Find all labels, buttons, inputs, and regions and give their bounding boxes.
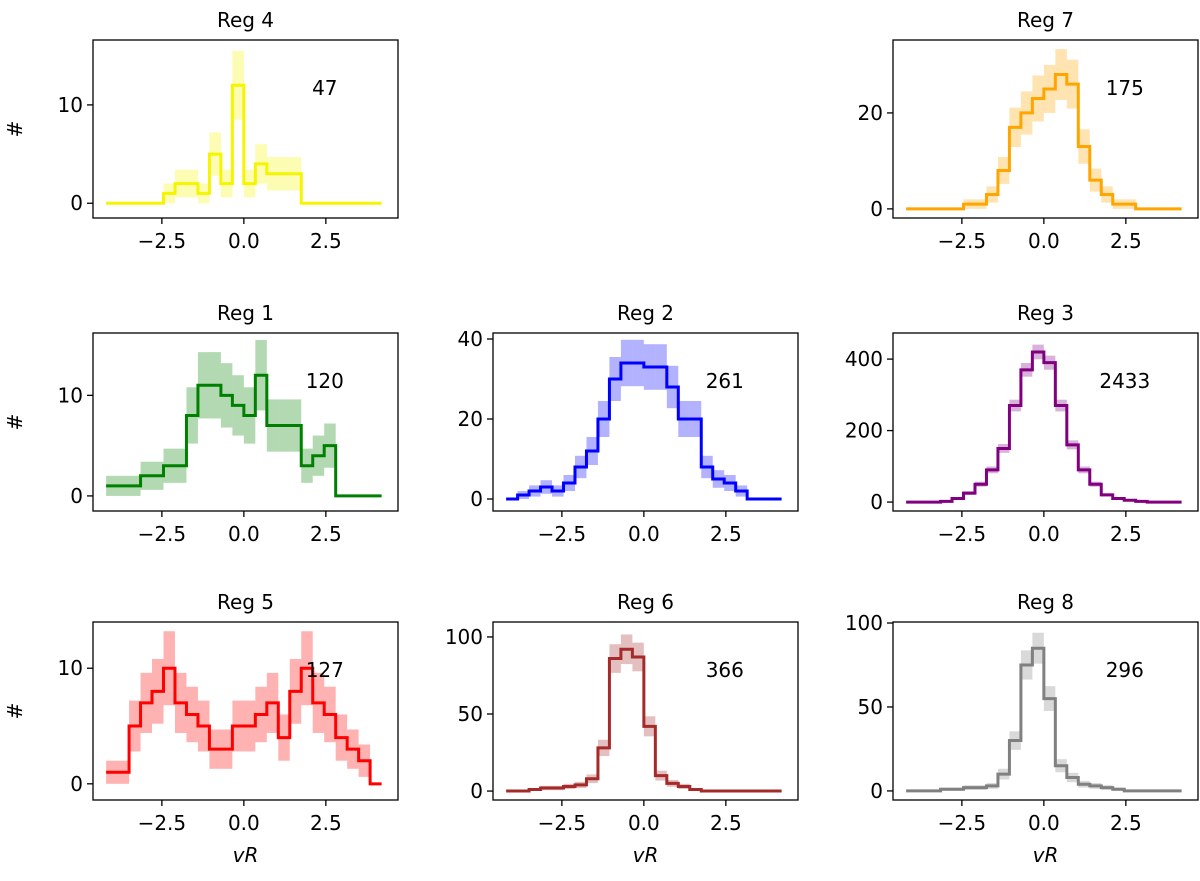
step-line [906,350,1182,504]
y-tick-label: 0 [870,197,883,221]
panel-title: Reg 6 [617,590,674,614]
y-tick-label: 0 [870,490,883,514]
y-axis-label: # [3,703,27,720]
panel-title: Reg 3 [1017,301,1074,325]
panel: −2.5 0.0 2.5 0 10 Reg 4 47 # [3,8,399,253]
axes-frame [892,332,1199,512]
x-tick-label: 0.0 [1028,229,1060,253]
count-annotation: 366 [706,658,744,682]
x-tick-label: 2.5 [1110,522,1142,546]
y-tick-label: 0 [870,779,883,803]
x-tick-label: −2.5 [538,522,587,546]
panel-title: Reg 2 [617,301,674,325]
step-line [106,666,382,786]
x-tick-label: −2.5 [138,229,187,253]
y-tick-label: 10 [58,383,83,407]
axes-frame [92,332,399,512]
y-tick-label: 20 [858,101,883,125]
panel-title: Reg 1 [217,301,274,325]
panel: −2.5 0.0 2.5 0 10 Reg 5 127 # vR [3,590,399,867]
x-tick-label: 2.5 [310,522,342,546]
axes-frame [892,39,1199,219]
step-line [906,73,1182,211]
count-annotation: 127 [306,658,344,682]
x-tick-label: 2.5 [710,811,742,835]
x-tick-label: 0.0 [228,811,260,835]
x-tick-label: 2.5 [1110,229,1142,253]
panel-title: Reg 7 [1017,8,1074,32]
x-tick-label: −2.5 [938,522,987,546]
panel: −2.5 0.0 2.5 0 20 40 Reg 2 261 [458,301,799,546]
panel: −2.5 0.0 2.5 0 50 100 Reg 6 366 vR [445,590,799,867]
count-annotation: 120 [306,369,344,393]
y-tick-label: 0 [470,779,483,803]
x-tick-label: 0.0 [228,522,260,546]
count-annotation: 261 [706,369,744,393]
x-tick-label: −2.5 [138,811,187,835]
y-axis-label: # [3,414,27,431]
y-tick-label: 100 [845,611,883,635]
y-tick-label: 0 [70,484,83,508]
y-tick-label: 50 [458,702,483,726]
x-tick-label: 2.5 [710,522,742,546]
y-tick-label: 50 [858,695,883,719]
y-tick-label: 0 [470,487,483,511]
y-tick-label: 20 [458,407,483,431]
step-line [906,646,1182,793]
y-tick-label: 40 [458,327,483,351]
step-line [106,83,382,205]
x-axis-label: vR [1033,843,1059,867]
y-tick-label: 100 [445,625,483,649]
panel-title: Reg 8 [1017,590,1074,614]
step-line [506,361,782,501]
x-tick-label: −2.5 [938,811,987,835]
count-annotation: 2433 [1099,369,1150,393]
count-annotation: 47 [312,76,337,100]
x-tick-label: 0.0 [228,229,260,253]
axes-frame [492,332,799,512]
x-tick-label: −2.5 [538,811,587,835]
x-tick-label: 2.5 [310,811,342,835]
axes-frame [92,39,399,219]
step-line [106,373,382,498]
x-tick-label: 2.5 [310,229,342,253]
x-tick-label: 2.5 [1110,811,1142,835]
x-tick-label: 0.0 [1028,522,1060,546]
y-tick-label: 0 [70,772,83,796]
panel: −2.5 0.0 2.5 0 20 Reg 7 175 [858,8,1199,253]
panel: −2.5 0.0 2.5 0 50 100 Reg 8 296 vR [845,590,1199,867]
axes-frame [892,621,1199,801]
panel: −2.5 0.0 2.5 0 200 400 Reg 3 2433 [845,301,1199,546]
step-line [506,647,782,793]
panel-title: Reg 4 [217,8,274,32]
x-tick-label: −2.5 [138,522,187,546]
x-tick-label: 0.0 [628,522,660,546]
x-tick-label: 0.0 [1028,811,1060,835]
y-tick-label: 400 [845,347,883,371]
y-tick-label: 0 [70,191,83,215]
panel: −2.5 0.0 2.5 0 10 Reg 1 120 # [3,301,399,546]
axes-frame [492,621,799,801]
y-axis-label: # [3,121,27,138]
x-tick-label: −2.5 [938,229,987,253]
y-tick-label: 10 [58,656,83,680]
y-tick-label: 10 [58,93,83,117]
count-annotation: 296 [1106,658,1144,682]
panel-title: Reg 5 [217,590,274,614]
x-tick-label: 0.0 [628,811,660,835]
x-axis-label: vR [233,843,259,867]
x-axis-label: vR [633,843,659,867]
y-tick-label: 200 [845,419,883,443]
count-annotation: 175 [1106,76,1144,100]
axes-frame [92,621,399,801]
